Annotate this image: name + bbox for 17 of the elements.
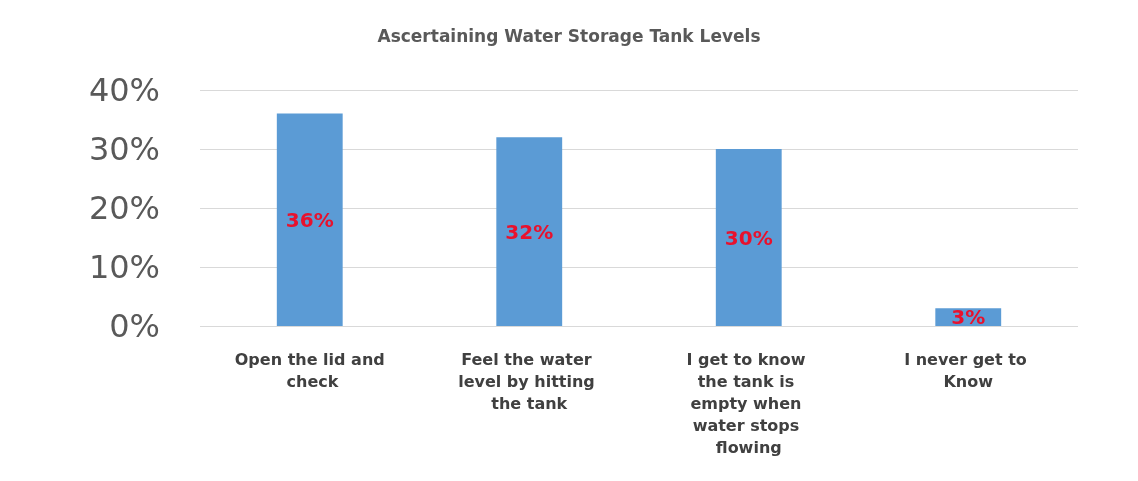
y-tick-label: 30% [88, 130, 160, 168]
chart-title: Ascertaining Water Storage Tank Levels [377, 25, 761, 46]
x-tick-label: Feel the water level by hitting the tank [458, 349, 601, 413]
bar [715, 149, 782, 326]
bar [276, 113, 343, 326]
data-label: 30% [724, 225, 773, 250]
x-tick-label: Open the lid and check [234, 349, 385, 391]
bar [496, 137, 563, 326]
data-label: 32% [505, 219, 554, 244]
data-label: 3% [951, 305, 986, 330]
y-tick-label: 20% [88, 189, 160, 227]
y-tick-label: 10% [88, 248, 160, 286]
x-tick-label: I never get to Know [904, 349, 1033, 391]
y-tick-label: 0% [109, 307, 160, 345]
y-tick-label: 40% [88, 71, 160, 109]
data-label: 36% [285, 207, 334, 232]
x-tick-label: I get to know the tank is empty when water stops flowing [686, 349, 812, 457]
